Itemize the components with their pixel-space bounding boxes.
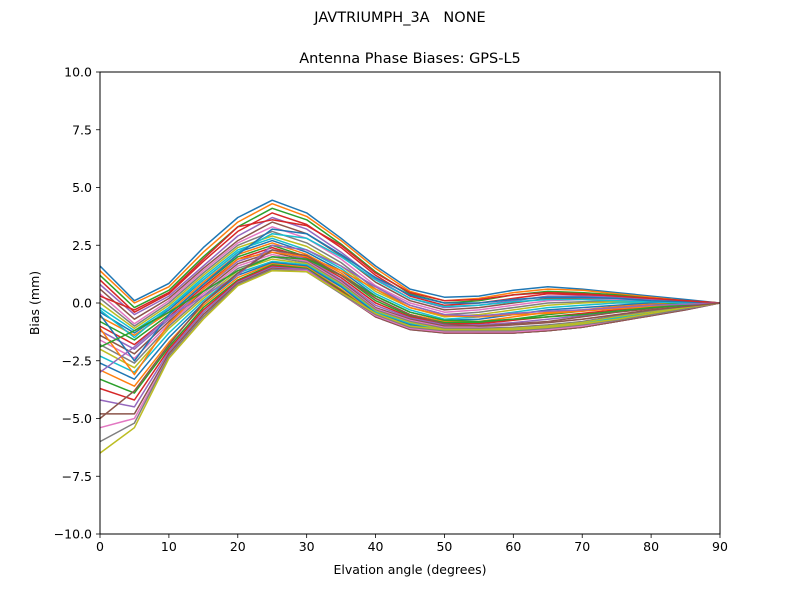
series-line-3 [99, 207, 721, 309]
x-tick-label: 0 [96, 539, 104, 554]
x-axis-label: Elvation angle (degrees) [333, 562, 486, 577]
series-line-20 [99, 260, 721, 374]
plot-area-frame [99, 71, 721, 535]
series-line-35 [99, 244, 721, 373]
series-layer [99, 199, 721, 454]
y-tick-label: 7.5 [72, 122, 92, 137]
y-tick-label: −7.5 [62, 469, 92, 484]
series-line-7 [99, 226, 721, 325]
series-line-19 [99, 258, 721, 369]
x-tick-label: 40 [368, 539, 384, 554]
series-line-33 [99, 256, 721, 348]
series-line-31 [99, 228, 721, 362]
y-tick-label: 10.0 [64, 65, 92, 80]
series-line-29 [99, 269, 721, 454]
figure-suptitle: JAVTRIUMPH_3A NONE [314, 10, 486, 26]
y-tick-label: 2.5 [72, 238, 92, 253]
y-tick-label: −10.0 [54, 527, 92, 542]
series-line-1 [99, 199, 721, 304]
x-tick-label: 70 [574, 539, 590, 554]
series-line-2 [99, 202, 721, 304]
y-axis-label: Bias (mm) [27, 271, 42, 335]
chart-title: Antenna Phase Biases: GPS-L5 [299, 51, 521, 67]
x-tick-label: 20 [230, 539, 246, 554]
y-tick-label: 0.0 [72, 296, 92, 311]
series-line-26 [100, 267, 721, 415]
x-tick-label: 80 [643, 539, 659, 554]
series-line-32 [99, 251, 721, 376]
y-tick-label: −2.5 [62, 353, 92, 368]
series-line-28 [99, 268, 721, 443]
axes-layer: 0 10 20 30 40 50 60 70 80 90 −10.0 −7.5 −5.0 −2.5 0.0 2… [54, 65, 728, 555]
series-line-36 [99, 249, 721, 420]
series-line-30 [99, 232, 720, 339]
x-tick-label: 90 [712, 539, 728, 554]
x-tick-label: 60 [505, 539, 521, 554]
series-line-14 [99, 246, 721, 346]
series-line-34 [99, 219, 721, 311]
series-line-10 [99, 237, 720, 332]
y-tick-label: −5.0 [62, 411, 92, 426]
x-tick-label: 50 [436, 539, 452, 554]
y-tick-label: 5.0 [72, 180, 92, 195]
x-tick-label: 10 [161, 539, 177, 554]
x-tick-label: 30 [299, 539, 315, 554]
